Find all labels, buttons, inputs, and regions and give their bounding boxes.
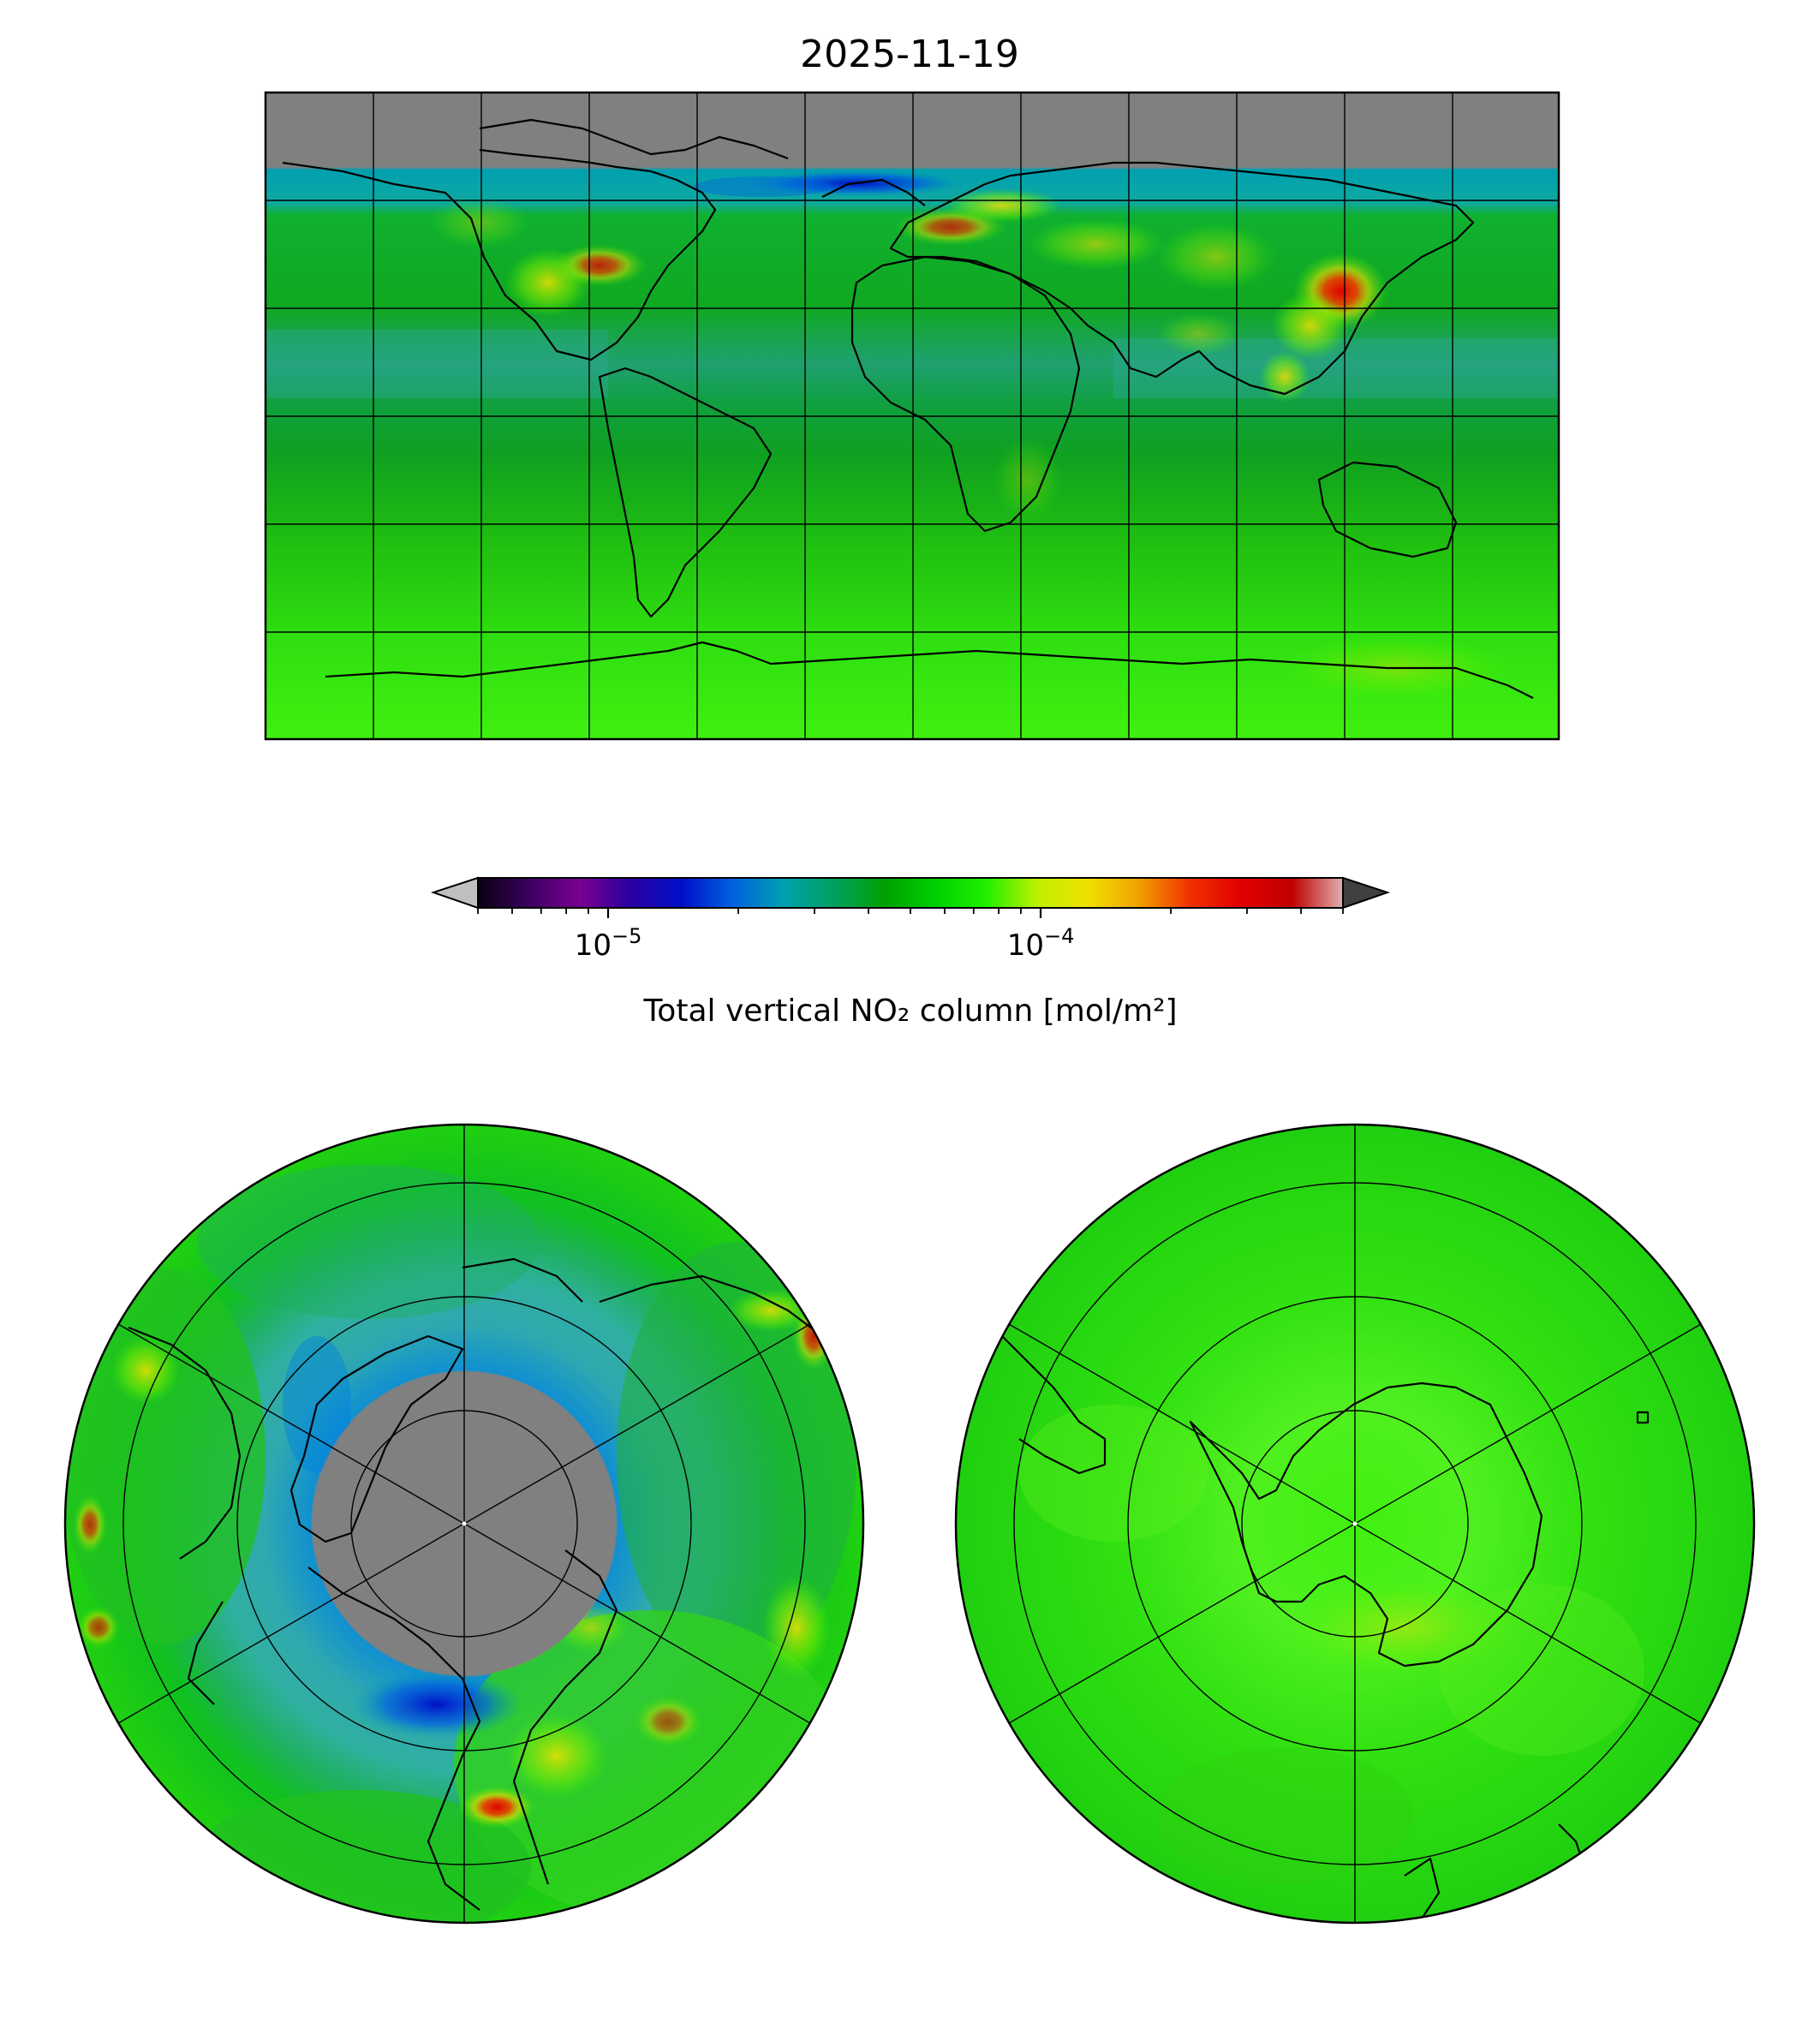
colorbar-ticks: 10−5 10−4	[477, 908, 1344, 963]
colorbar-over-extension	[1342, 876, 1391, 910]
colorbar-tick-label: 10−4	[1007, 924, 1075, 963]
north-polar-field	[65, 1125, 863, 1923]
global-gridlines	[266, 92, 1559, 739]
colorbar: 10−5 10−4 Total vertical NO₂ column [mol/…	[430, 876, 1391, 1029]
global-map	[264, 91, 1560, 741]
north-polar-coastlines	[128, 1257, 823, 1911]
north-polar-boundary	[63, 1123, 865, 1925]
colorbar-body	[477, 877, 1344, 909]
colorbar-tick-label: 10−5	[575, 924, 642, 963]
colorbar-label: Total vertical NO₂ column [mol/m²]	[642, 994, 1177, 1029]
colorbar-under-extension	[430, 876, 479, 910]
global-map-frame	[264, 91, 1560, 741]
north-polar-map	[63, 1123, 865, 1925]
figure-title: 2025-11-19	[800, 33, 1019, 76]
south-polar-boundary	[954, 1123, 1756, 1925]
south-pole-marker	[1352, 1521, 1358, 1526]
south-polar-map	[954, 1123, 1756, 1925]
global-coastlines	[282, 118, 1534, 699]
north-pole-marker	[462, 1521, 467, 1526]
